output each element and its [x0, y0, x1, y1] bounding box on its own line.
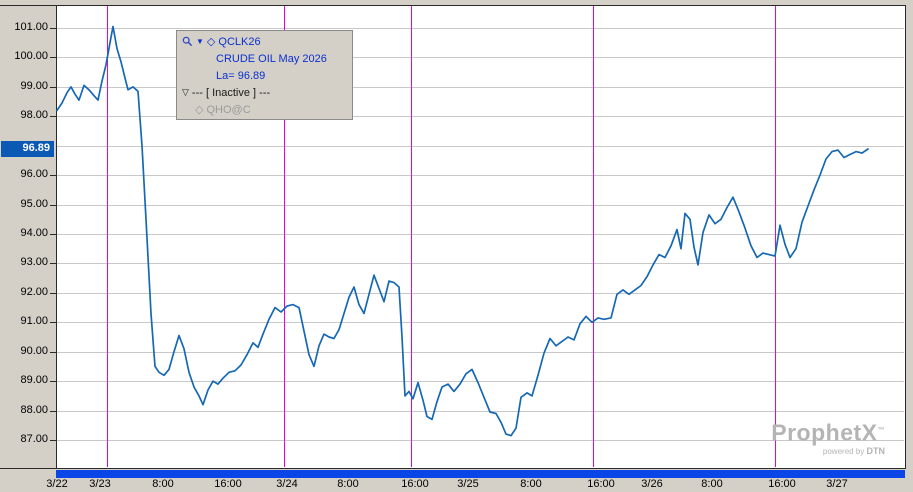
overlay-marker-icon: ◇ [195, 104, 204, 116]
overlay-symbol-label[interactable]: QHO@C [206, 103, 251, 116]
time-axis-label: 16:00 [768, 478, 796, 490]
price-axis-label: 88.00 [20, 403, 48, 416]
price-axis-label: 101.00 [14, 21, 48, 33]
dropdown-arrow-icon[interactable]: ▼ [196, 37, 204, 46]
current-price-badge: 96.89 [1, 140, 54, 157]
time-axis-label: 3/24 [276, 478, 298, 490]
collapse-arrow-icon[interactable]: ▽ [182, 87, 189, 97]
price-axis-label: 89.00 [20, 374, 48, 387]
time-axis-label: 16:00 [587, 478, 615, 490]
legend-inactive-row: ▽ --- [ Inactive ] --- [182, 84, 347, 101]
legend-symbol-row: ▼ ◇ QCLK26 [182, 33, 347, 50]
price-axis-label: 100.00 [14, 50, 48, 63]
price-axis-label: 91.00 [20, 315, 48, 328]
price-axis-label: 99.00 [20, 79, 48, 92]
price-axis-label: 95.00 [20, 197, 48, 210]
legend-overlay-row: ◇ QHO@C [182, 101, 347, 118]
price-axis-label: 87.00 [20, 433, 48, 445]
time-axis-label: 8:00 [520, 478, 542, 490]
watermark-powered-by: powered by DTN [822, 445, 885, 456]
time-axis-label: 8:00 [701, 478, 723, 490]
price-axis: 101.00 100.00 99.00 98.00 96.00 95.00 94.00 93.… [0, 0, 50, 468]
watermark-brand: ProphetX™ [771, 419, 885, 446]
time-scrollbar[interactable] [56, 470, 905, 478]
time-axis-label: 8:00 [337, 478, 359, 490]
price-axis-label: 93.00 [20, 256, 48, 269]
price-axis-label: 98.00 [20, 109, 48, 122]
time-axis-label: 8:00 [152, 478, 174, 490]
series-marker-icon: ◇ [206, 36, 216, 48]
price-line [56, 25, 869, 437]
legend-box: ▼ ◇ QCLK26 CRUDE OIL May 2026 La= 96.89 … [176, 30, 353, 120]
prophetx-watermark: ProphetX™ powered by DTN [771, 419, 885, 457]
symbol-label[interactable]: QCLK26 [218, 35, 261, 48]
instrument-description: CRUDE OIL May 2026 [216, 52, 327, 65]
time-axis-label: 3/23 [89, 478, 111, 490]
time-axis-label: 3/22 [46, 478, 68, 490]
price-axis-label: 90.00 [20, 344, 48, 357]
time-axis: 3/22 3/23 8:00 16:00 3/24 8:00 16:00 3/25 8:00 16… [0, 478, 913, 492]
inactive-study-label[interactable]: --- [ Inactive ] --- [191, 86, 271, 99]
time-axis-label: 16:00 [214, 478, 242, 490]
zoom-icon[interactable] [182, 36, 193, 47]
time-axis-label: 3/26 [641, 478, 663, 490]
price-axis-label: 92.00 [20, 285, 48, 298]
last-price-label: La= 96.89 [216, 69, 266, 82]
time-axis-label: 3/27 [826, 478, 848, 490]
price-axis-label: 96.00 [20, 168, 48, 181]
time-axis-label: 16:00 [401, 478, 429, 490]
price-axis-label: 94.00 [20, 227, 48, 239]
time-axis-label: 3/25 [457, 478, 479, 490]
